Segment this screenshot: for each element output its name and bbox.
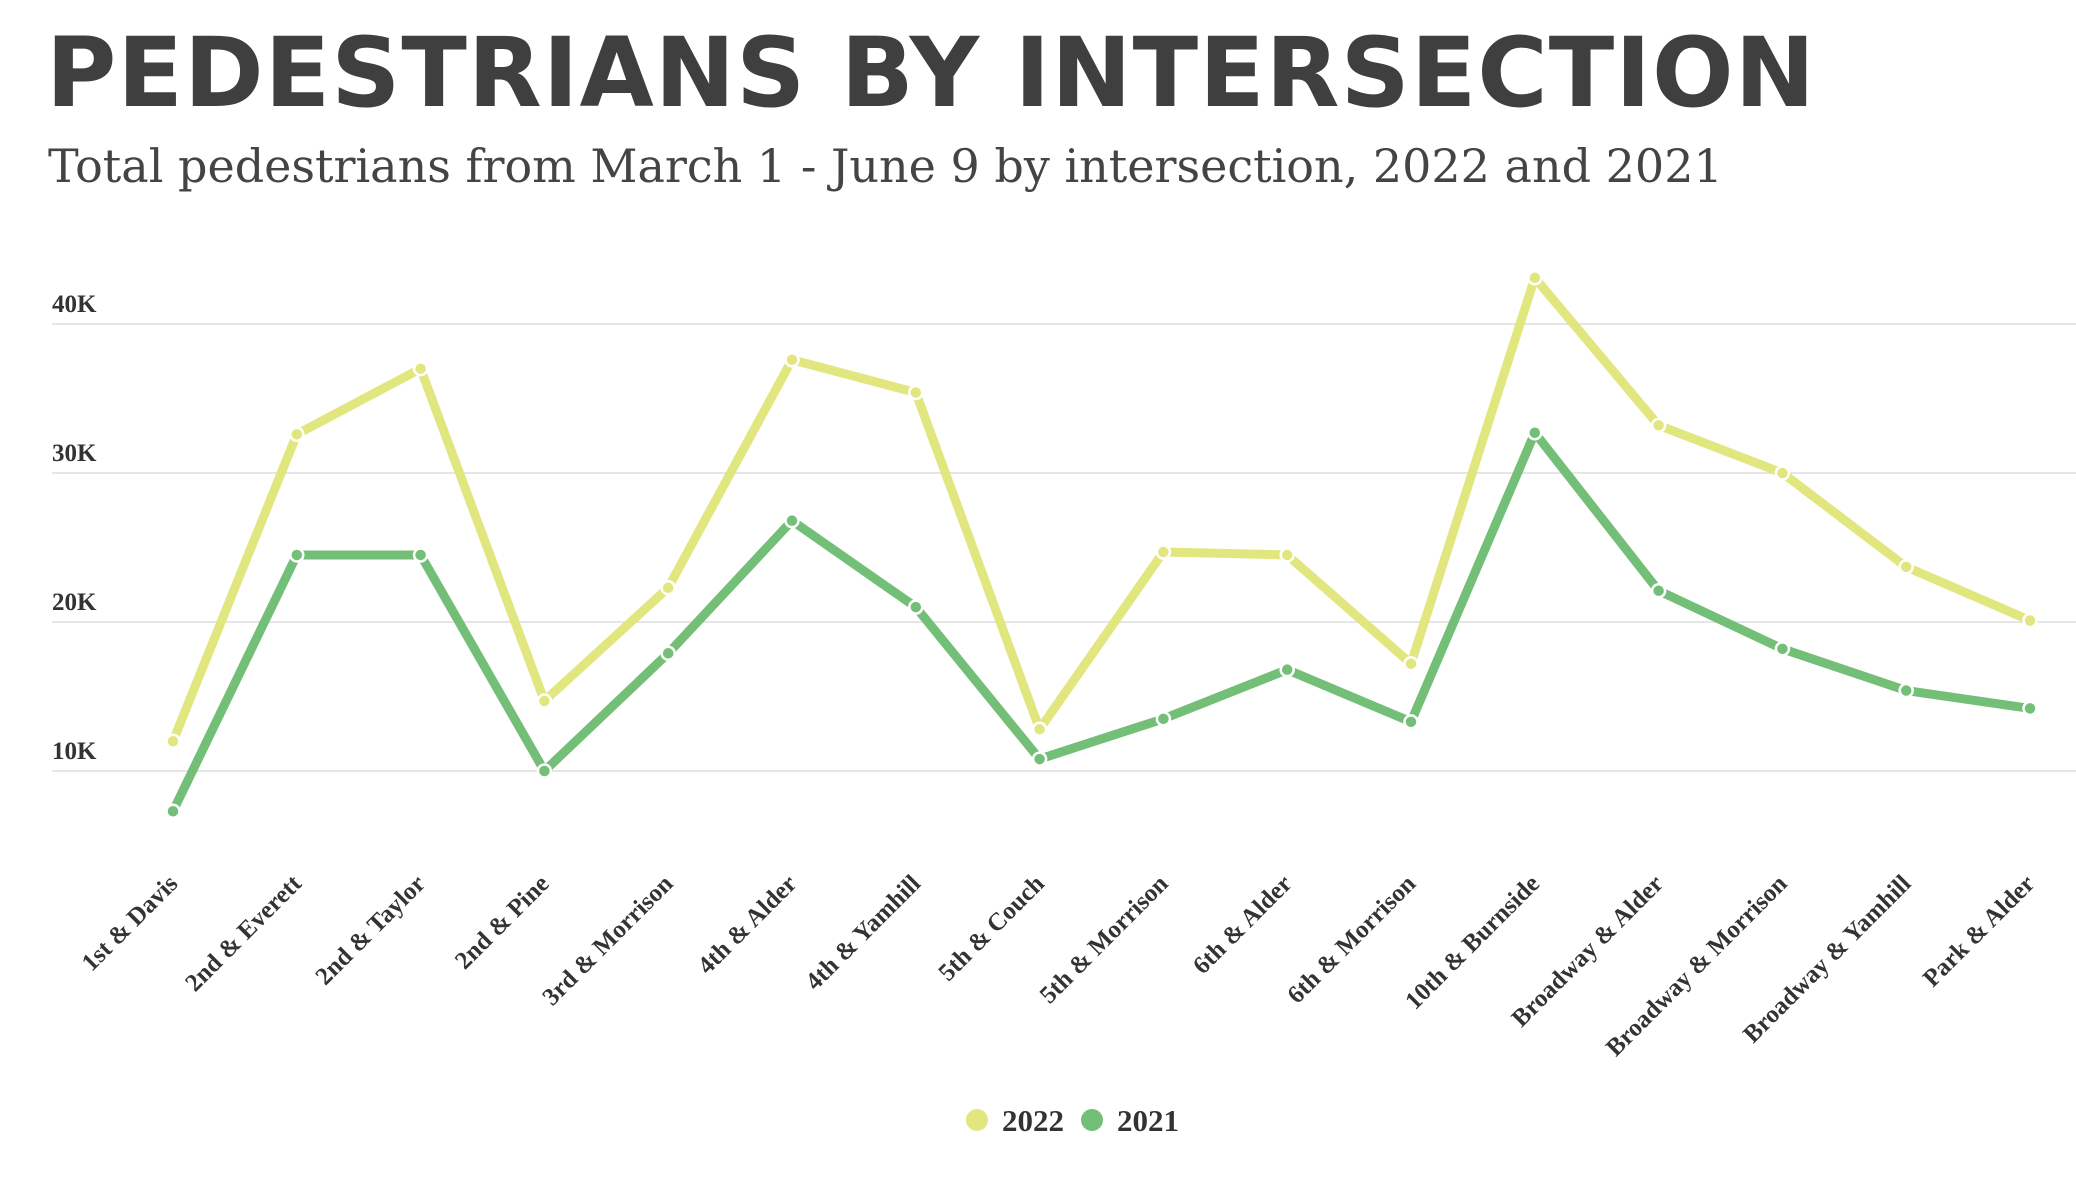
- series-line-2021: [168, 428, 2035, 816]
- x-tick-label: 6th & Morrison: [1282, 870, 1421, 1009]
- x-tick-label: 2nd & Taylor: [311, 870, 431, 990]
- data-point: [1031, 751, 1048, 767]
- data-point: [2022, 700, 2038, 717]
- x-tick-label: 6th & Alder: [1188, 870, 1297, 979]
- x-tick-label: 5th & Couch: [934, 870, 1050, 986]
- series-lines: [165, 270, 2038, 819]
- data-point: [660, 645, 676, 662]
- data-point: [1403, 655, 1419, 672]
- chart-subtitle: Total pedestrians from March 1 - June 9 …: [48, 139, 1723, 193]
- y-tick-label: 40K: [52, 291, 97, 318]
- legend-label-2022: 2022: [1002, 1103, 1064, 1138]
- data-point: [289, 547, 305, 563]
- x-tick-label: 1st & Davis: [77, 870, 184, 977]
- chart-title: PEDESTRIANS BY INTERSECTION: [46, 17, 1816, 129]
- y-tick-label: 20K: [52, 589, 97, 616]
- series-line-2022: [168, 273, 2035, 746]
- x-tick-label: 2nd & Everett: [180, 870, 307, 997]
- legend-label-2021: 2021: [1117, 1103, 1179, 1138]
- x-tick-label: 3rd & Morrison: [538, 870, 679, 1011]
- data-point: [908, 384, 924, 401]
- gridlines: [52, 323, 2076, 772]
- data-point: [660, 579, 676, 596]
- data-point: [536, 763, 553, 779]
- legend-swatch-2022: [966, 1109, 988, 1131]
- legend-swatch-2021: [1081, 1109, 1103, 1131]
- data-point: [1403, 714, 1419, 730]
- x-tick-label: 4th & Alder: [693, 870, 802, 979]
- data-point: [1774, 465, 1791, 481]
- data-point: [1650, 582, 1667, 599]
- x-tick-label: 5th & Morrison: [1035, 870, 1174, 1009]
- data-point: [289, 426, 305, 443]
- x-tick-label: 4th & Yamhill: [801, 870, 927, 996]
- x-tick-label: 2nd & Pine: [450, 870, 555, 975]
- data-point: [1898, 682, 1914, 699]
- data-point: [1898, 559, 1914, 575]
- data-point: [412, 547, 429, 563]
- data-point: [784, 512, 800, 529]
- data-point: [1031, 721, 1048, 738]
- x-tick-label: 10th & Burnside: [1400, 870, 1545, 1015]
- data-point: [2022, 612, 2038, 629]
- data-point: [784, 352, 800, 368]
- data-point: [908, 599, 924, 615]
- data-point: [1650, 417, 1667, 434]
- data-point: [1279, 661, 1295, 678]
- data-point: [165, 733, 181, 749]
- data-point: [1155, 544, 1172, 560]
- y-axis-ticks: 10K 20K 30K 40K: [52, 291, 97, 765]
- data-point: [1774, 641, 1791, 657]
- data-point: [1527, 425, 1543, 441]
- data-point: [412, 360, 429, 377]
- x-tick-label: Park & Alder: [1918, 870, 2040, 992]
- data-point: [1527, 270, 1543, 286]
- data-point: [1155, 711, 1172, 727]
- y-tick-label: 30K: [52, 440, 97, 467]
- y-tick-label: 10K: [52, 738, 97, 765]
- legend: 2022 2021: [966, 1103, 1179, 1138]
- data-point: [536, 693, 553, 709]
- data-point: [1279, 547, 1295, 563]
- data-point: [165, 803, 181, 819]
